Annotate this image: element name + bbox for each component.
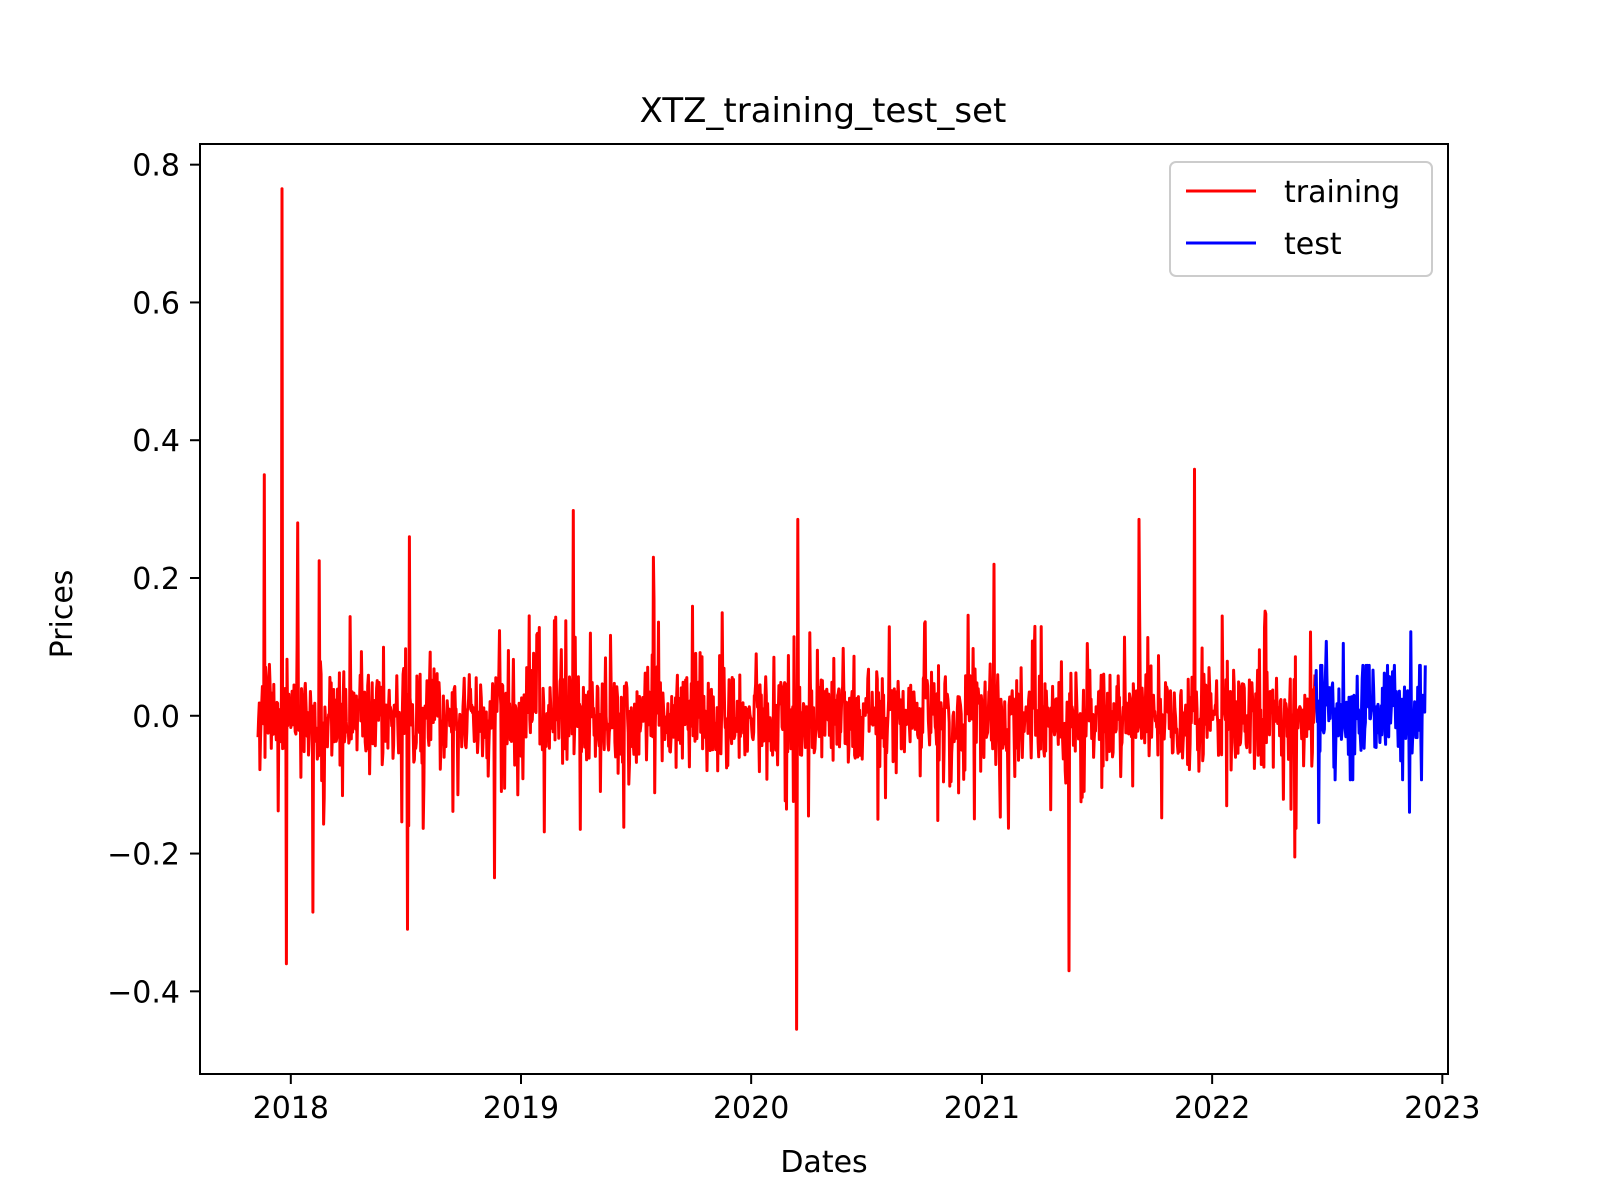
x-tick-label: 2020 bbox=[713, 1091, 789, 1126]
legend-label-test: test bbox=[1284, 227, 1342, 262]
plot-area bbox=[199, 143, 1449, 1075]
x-tick-label: 2022 bbox=[1174, 1091, 1250, 1126]
x-axis-label: Dates bbox=[780, 1145, 867, 1180]
series-layer bbox=[256, 187, 1427, 1031]
legend: training test bbox=[1169, 161, 1433, 277]
y-tick-label: 0.6 bbox=[132, 286, 180, 321]
chart-title: XTZ_training_test_set bbox=[640, 91, 1007, 131]
y-axis: 0.8 0.6 0.4 0.2 0.0 −0.2 −0.4 bbox=[107, 149, 200, 1010]
x-axis: 2018 2019 2020 2021 2022 2023 bbox=[253, 1074, 1481, 1126]
x-tick-label: 2023 bbox=[1404, 1091, 1480, 1126]
axes-frame bbox=[199, 143, 1449, 1075]
y-tick-label: −0.2 bbox=[107, 838, 180, 873]
series-line-training bbox=[256, 187, 1317, 1031]
axes-background bbox=[200, 144, 1448, 1074]
y-tick-label: −0.4 bbox=[107, 975, 180, 1010]
y-tick-label: 0.4 bbox=[132, 424, 180, 459]
x-tick-label: 2018 bbox=[253, 1091, 329, 1126]
x-tick-label: 2021 bbox=[944, 1091, 1020, 1126]
y-tick-label: 0.8 bbox=[132, 149, 180, 184]
y-tick-label: 0.2 bbox=[132, 562, 180, 597]
y-tick-label: 0.0 bbox=[132, 700, 180, 735]
series-line-test bbox=[1314, 630, 1427, 825]
y-axis-label: Prices bbox=[45, 570, 80, 659]
x-tick-label: 2019 bbox=[483, 1091, 559, 1126]
legend-label-training: training bbox=[1284, 175, 1400, 210]
